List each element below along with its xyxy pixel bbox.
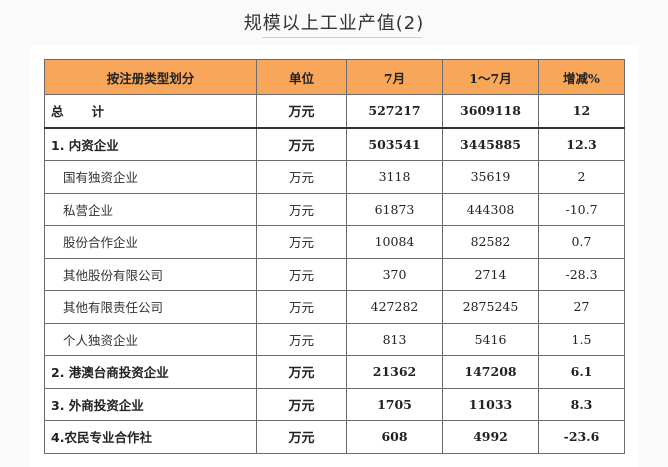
row-july-cell: 813 bbox=[346, 322, 443, 356]
row-unit-cell: 万元 bbox=[256, 290, 347, 324]
table-row: 1. 内资企业 万元 503541 3445885 12.3 bbox=[44, 127, 625, 161]
row-name-cell: 总计 bbox=[44, 94, 257, 129]
row-jan-jul-cell: 2875245 bbox=[442, 290, 539, 324]
table-row: 其他有限责任公司 万元 427282 2875245 27 bbox=[44, 290, 625, 324]
row-name-cell: 3. 外商投资企业 bbox=[44, 387, 257, 421]
table-row: 总计 万元 527217 3609118 12 bbox=[44, 94, 625, 129]
row-unit-cell: 万元 bbox=[256, 225, 347, 259]
row-july-cell: 527217 bbox=[346, 94, 443, 129]
table-row: 3. 外商投资企业 万元 1705 11033 8.3 bbox=[44, 387, 625, 421]
row-change-cell: 0.7 bbox=[538, 225, 625, 259]
row-name-cell: 4.农民专业合作社 bbox=[44, 420, 257, 454]
row-jan-jul-cell: 3609118 bbox=[442, 94, 539, 129]
header-type: 按注册类型划分 bbox=[44, 59, 257, 95]
row-unit-cell: 万元 bbox=[256, 420, 347, 454]
row-july-cell: 1705 bbox=[346, 387, 443, 421]
row-jan-jul-cell: 82582 bbox=[442, 225, 539, 259]
row-unit-cell: 万元 bbox=[256, 387, 347, 421]
row-july-cell: 503541 bbox=[346, 127, 443, 161]
row-jan-jul-cell: 11033 bbox=[442, 387, 539, 421]
row-change-cell: -23.6 bbox=[538, 420, 625, 454]
row-jan-jul-cell: 147208 bbox=[442, 355, 539, 389]
row-jan-jul-cell: 35619 bbox=[442, 160, 539, 194]
row-jan-jul-cell: 4992 bbox=[442, 420, 539, 454]
row-unit-cell: 万元 bbox=[256, 322, 347, 356]
table-row: 股份合作企业 万元 10084 82582 0.7 bbox=[44, 225, 625, 259]
row-unit-cell: 万元 bbox=[256, 127, 347, 161]
row-change-cell: -28.3 bbox=[538, 257, 625, 291]
header-july: 7月 bbox=[346, 59, 443, 95]
row-change-cell: 12.3 bbox=[538, 127, 625, 161]
row-july-cell: 427282 bbox=[346, 290, 443, 324]
row-name-cell: 股份合作企业 bbox=[44, 225, 257, 259]
table-row: 4.农民专业合作社 万元 608 4992 -23.6 bbox=[44, 420, 625, 454]
row-unit-cell: 万元 bbox=[256, 355, 347, 389]
row-july-cell: 10084 bbox=[346, 225, 443, 259]
row-change-cell: -10.7 bbox=[538, 192, 625, 226]
row-jan-jul-cell: 444308 bbox=[442, 192, 539, 226]
row-jan-jul-cell: 5416 bbox=[442, 322, 539, 356]
table-row: 国有独资企业 万元 3118 35619 2 bbox=[44, 160, 625, 194]
row-name-cell: 个人独资企业 bbox=[44, 322, 257, 356]
row-change-cell: 6.1 bbox=[538, 355, 625, 389]
row-unit-cell: 万元 bbox=[256, 192, 347, 226]
row-change-cell: 27 bbox=[538, 290, 625, 324]
page-title: 规模以上工业产值(2) bbox=[243, 13, 425, 34]
row-change-cell: 2 bbox=[538, 160, 625, 194]
row-unit-cell: 万元 bbox=[256, 160, 347, 194]
row-change-cell: 12 bbox=[538, 94, 625, 129]
row-jan-jul-cell: 3445885 bbox=[442, 127, 539, 161]
table-body: 总计 万元 527217 3609118 12 1. 内资企业 万元 503541 344588… bbox=[44, 94, 625, 454]
row-change-cell: 1.5 bbox=[538, 322, 625, 356]
row-july-cell: 608 bbox=[346, 420, 443, 454]
header-unit: 单位 bbox=[256, 59, 347, 95]
row-change-cell: 8.3 bbox=[538, 387, 625, 421]
row-july-cell: 61873 bbox=[346, 192, 443, 226]
row-jan-jul-cell: 2714 bbox=[442, 257, 539, 291]
table-row: 其他股份有限公司 万元 370 2714 -28.3 bbox=[44, 257, 625, 291]
row-july-cell: 3118 bbox=[346, 160, 443, 194]
table-row: 2. 港澳台商投资企业 万元 21362 147208 6.1 bbox=[44, 355, 625, 389]
title-underline bbox=[262, 37, 422, 38]
row-name-cell: 1. 内资企业 bbox=[44, 127, 257, 161]
table-row: 私营企业 万元 61873 444308 -10.7 bbox=[44, 192, 625, 226]
header-jan-jul: 1～7月 bbox=[442, 59, 539, 95]
row-unit-cell: 万元 bbox=[256, 257, 347, 291]
row-name-cell: 其他股份有限公司 bbox=[44, 257, 257, 291]
table-header-row: 按注册类型划分 单位 7月 1～7月 增减% bbox=[44, 59, 625, 95]
row-july-cell: 370 bbox=[346, 257, 443, 291]
header-change: 增减% bbox=[538, 59, 625, 95]
row-name-cell: 2. 港澳台商投资企业 bbox=[44, 355, 257, 389]
row-name-cell: 私营企业 bbox=[44, 192, 257, 226]
table-row: 个人独资企业 万元 813 5416 1.5 bbox=[44, 322, 625, 356]
row-name-cell: 国有独资企业 bbox=[44, 160, 257, 194]
row-unit-cell: 万元 bbox=[256, 94, 347, 129]
industrial-output-table: 按注册类型划分 单位 7月 1～7月 增减% 总计 万元 527217 3609118… bbox=[44, 59, 625, 454]
row-july-cell: 21362 bbox=[346, 355, 443, 389]
row-name-cell: 其他有限责任公司 bbox=[44, 290, 257, 324]
